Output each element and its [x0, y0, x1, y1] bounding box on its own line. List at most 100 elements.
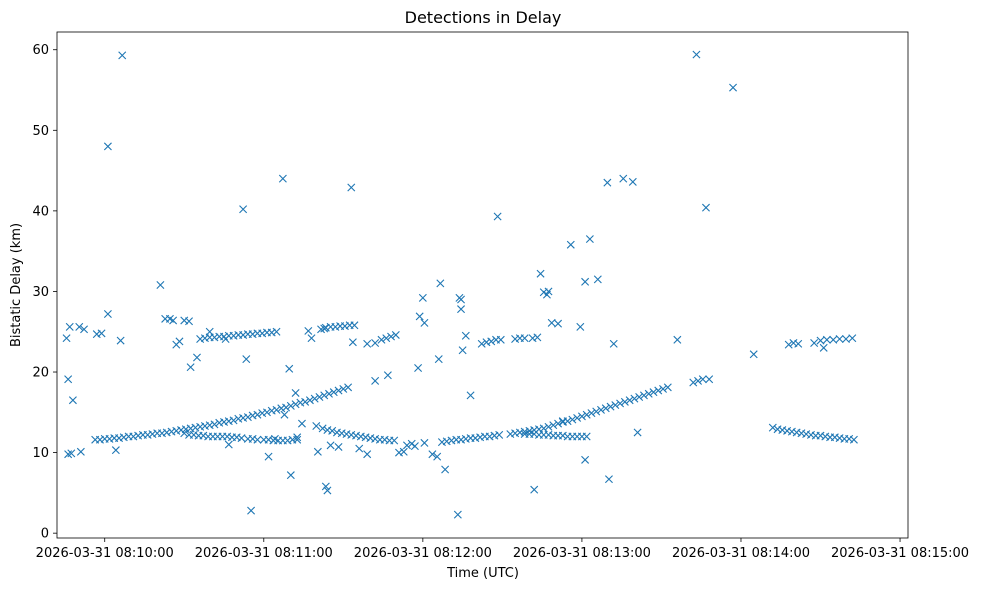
- chart-title: Detections in Delay: [405, 8, 562, 27]
- data-point: [344, 383, 353, 392]
- data-point: [701, 203, 710, 212]
- data-point: [619, 174, 628, 183]
- data-point: [97, 329, 106, 338]
- data-point: [810, 339, 819, 348]
- data-point: [75, 322, 84, 331]
- data-point: [533, 333, 542, 342]
- data-point: [301, 397, 310, 406]
- data-point: [134, 431, 143, 440]
- data-point: [305, 396, 314, 405]
- x-tick-label: 2026-03-31 08:10:00: [36, 546, 174, 561]
- data-point: [118, 51, 127, 60]
- x-tick-label: 2026-03-31 08:15:00: [831, 546, 969, 561]
- x-tick-label: 2026-03-31 08:11:00: [195, 546, 333, 561]
- data-point: [822, 335, 831, 344]
- data-point: [568, 415, 577, 424]
- data-point: [457, 435, 466, 444]
- data-point: [320, 324, 329, 333]
- data-point: [383, 371, 392, 380]
- x-tick-label: 2026-03-31 08:12:00: [354, 546, 492, 561]
- data-point: [493, 212, 502, 221]
- data-point: [103, 142, 112, 151]
- data-point: [515, 428, 524, 437]
- y-tick-label: 40: [32, 204, 49, 219]
- data-point: [282, 403, 291, 412]
- data-point: [339, 384, 348, 393]
- data-point: [692, 50, 701, 59]
- data-point: [628, 177, 637, 186]
- data-point: [278, 174, 287, 183]
- data-point: [434, 355, 443, 364]
- data-point: [258, 329, 267, 338]
- data-point: [277, 404, 286, 413]
- data-point: [334, 442, 343, 451]
- data-point: [355, 444, 364, 453]
- data-point: [601, 404, 610, 413]
- data-point: [549, 421, 558, 430]
- x-tick-label: 2026-03-31 08:14:00: [672, 546, 810, 561]
- data-point: [156, 281, 165, 289]
- data-point: [350, 321, 359, 330]
- data-point: [80, 325, 89, 334]
- data-point: [321, 482, 330, 491]
- data-point: [205, 327, 214, 336]
- data-point: [558, 417, 567, 426]
- data-point: [581, 455, 590, 464]
- data-point: [520, 334, 529, 343]
- data-point: [310, 394, 319, 403]
- data-point: [848, 334, 857, 343]
- data-point: [64, 450, 73, 459]
- data-point: [371, 376, 380, 385]
- data-point: [313, 447, 322, 456]
- data-point: [363, 339, 372, 348]
- data-point: [606, 402, 615, 411]
- data-point: [332, 428, 341, 437]
- data-point: [347, 430, 356, 439]
- data-point: [232, 433, 241, 442]
- data-point: [461, 331, 470, 340]
- y-axis-title: Bistatic Delay (km): [9, 223, 24, 347]
- data-point: [496, 335, 505, 344]
- data-point: [402, 441, 411, 450]
- data-point: [371, 339, 380, 348]
- data-point: [76, 447, 85, 456]
- data-point: [286, 471, 295, 480]
- y-axis: 0 10 20 30 40 50 60: [32, 43, 57, 542]
- data-point: [616, 399, 625, 408]
- data-point: [296, 398, 305, 407]
- data-point: [654, 386, 663, 395]
- y-tick-label: 20: [32, 366, 49, 381]
- data-point: [382, 334, 391, 343]
- data-point: [253, 435, 262, 444]
- data-point: [62, 334, 71, 343]
- data-point: [399, 447, 408, 456]
- data-point: [593, 275, 602, 284]
- data-point: [442, 437, 451, 446]
- data-point: [436, 279, 445, 288]
- data-point: [794, 339, 803, 348]
- data-point: [185, 317, 194, 326]
- data-point: [819, 343, 828, 352]
- data-point: [582, 432, 591, 441]
- data-point: [247, 506, 256, 515]
- data-point: [334, 386, 343, 395]
- data-point: [67, 449, 76, 458]
- data-point: [180, 316, 189, 325]
- data-point: [320, 391, 329, 400]
- data-point: [544, 287, 553, 296]
- data-point: [544, 430, 553, 439]
- data-point: [323, 486, 332, 495]
- data-point: [180, 429, 189, 438]
- data-point: [248, 434, 257, 443]
- data-point: [597, 405, 605, 414]
- data-point: [457, 305, 466, 314]
- data-point: [129, 432, 138, 441]
- data-point: [778, 426, 787, 435]
- data-point: [331, 322, 340, 331]
- y-tick-label: 60: [32, 43, 49, 58]
- x-tick-label: 2026-03-31 08:13:00: [513, 546, 651, 561]
- data-point: [347, 183, 356, 192]
- y-tick-label: 30: [32, 285, 49, 300]
- data-point: [477, 339, 486, 348]
- y-tick-label: 10: [32, 446, 49, 461]
